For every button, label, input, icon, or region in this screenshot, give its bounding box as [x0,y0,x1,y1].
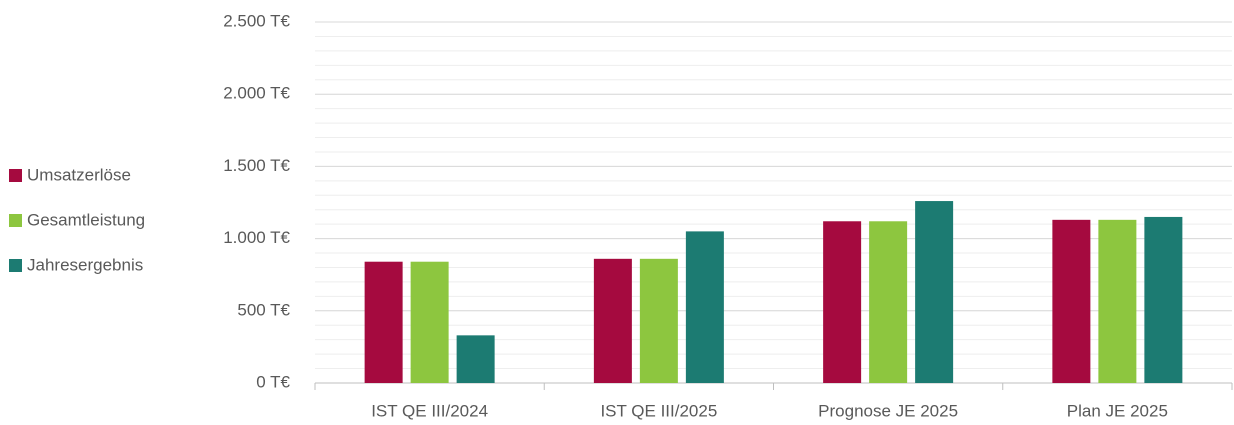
x-tick-label: IST QE III/2024 [371,401,488,420]
x-tick-label: Prognose JE 2025 [818,401,958,420]
legend-swatch [9,214,22,227]
x-tick-label: IST QE III/2025 [600,401,717,420]
bar [869,221,908,383]
bar [593,258,632,383]
legend-label: Gesamtleistung [27,210,145,229]
bar [1098,219,1137,383]
y-tick-label: 1.500 T€ [223,156,290,175]
bar [410,261,449,383]
bar [823,221,862,383]
bar [685,231,724,383]
legend-swatch [9,169,22,182]
bar [364,261,403,383]
bar [639,258,678,383]
legend-label: Umsatzerlöse [27,165,131,184]
x-tick-label: Plan JE 2025 [1067,401,1168,420]
bar [1052,219,1091,383]
y-tick-label: 500 T€ [237,300,290,319]
bar [456,335,495,383]
y-tick-label: 2.500 T€ [223,11,290,30]
y-tick-label: 2.000 T€ [223,84,290,103]
y-tick-label: 1.000 T€ [223,228,290,247]
legend-label: Jahresergebnis [27,255,143,274]
bar [915,201,954,383]
y-tick-label: 0 T€ [256,372,290,391]
bar [1144,216,1183,383]
legend-swatch [9,259,22,272]
